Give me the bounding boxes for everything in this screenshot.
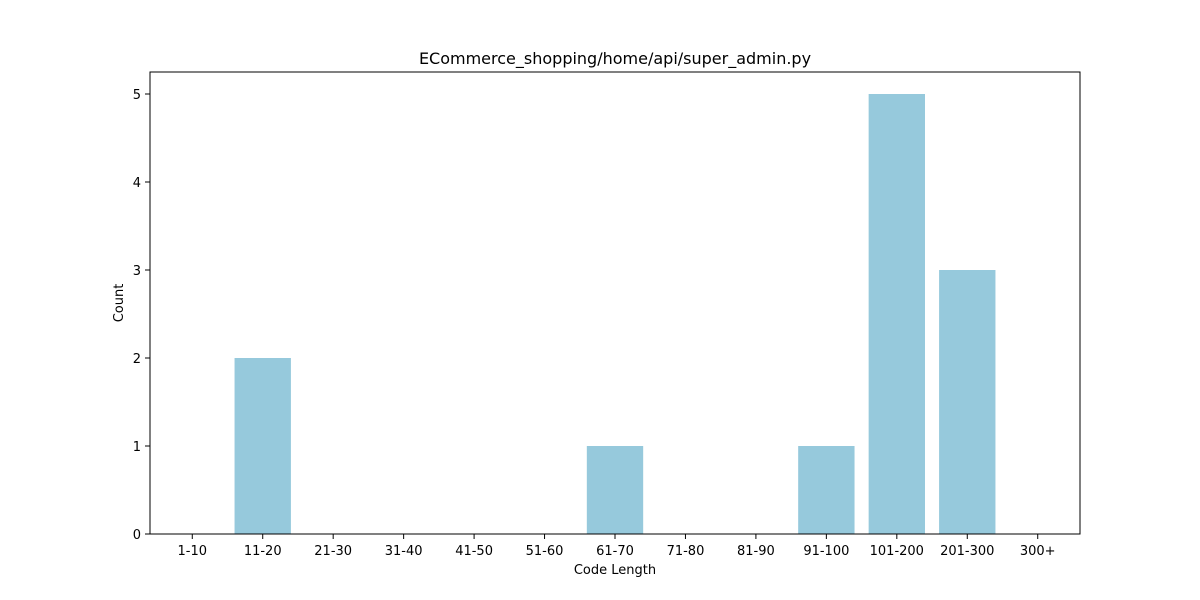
x-tick-label: 11-20 (244, 544, 282, 559)
y-tick-label: 5 (133, 88, 141, 103)
bar-201-300 (939, 270, 996, 534)
x-tick-label: 300+ (1020, 544, 1056, 559)
x-axis-label: Code Length (574, 563, 656, 578)
x-tick-label: 101-200 (870, 544, 924, 559)
y-tick-label: 4 (133, 176, 141, 191)
bar-101-200 (868, 94, 925, 534)
bars-layer (234, 94, 996, 534)
x-tick-label: 31-40 (385, 544, 423, 559)
bar-11-20 (234, 358, 291, 534)
y-tick-label: 2 (133, 352, 141, 367)
y-tick-label: 3 (133, 264, 141, 279)
x-tick-label: 41-50 (455, 544, 493, 559)
x-tick-label: 71-80 (667, 544, 705, 559)
y-axis-label: Count (112, 284, 127, 323)
bar-91-100 (798, 446, 855, 534)
x-tick-label: 51-60 (526, 544, 564, 559)
x-axis: 1-10 11-20 21-30 31-40 41-50 51-60 61-70 71-80 8… (178, 534, 1056, 559)
x-tick-label: 61-70 (596, 544, 634, 559)
x-tick-label: 81-90 (737, 544, 775, 559)
y-axis: 0 1 2 3 4 5 (133, 88, 150, 543)
x-tick-label: 201-300 (940, 544, 994, 559)
x-tick-label: 21-30 (314, 544, 352, 559)
bar-61-70 (586, 446, 644, 534)
x-tick-label: 91-100 (803, 544, 849, 559)
y-tick-label: 1 (133, 440, 141, 455)
y-tick-label: 0 (133, 528, 141, 543)
chart-title: ECommerce_shopping/home/api/super_admin.… (419, 49, 811, 69)
x-tick-label: 1-10 (178, 544, 208, 559)
